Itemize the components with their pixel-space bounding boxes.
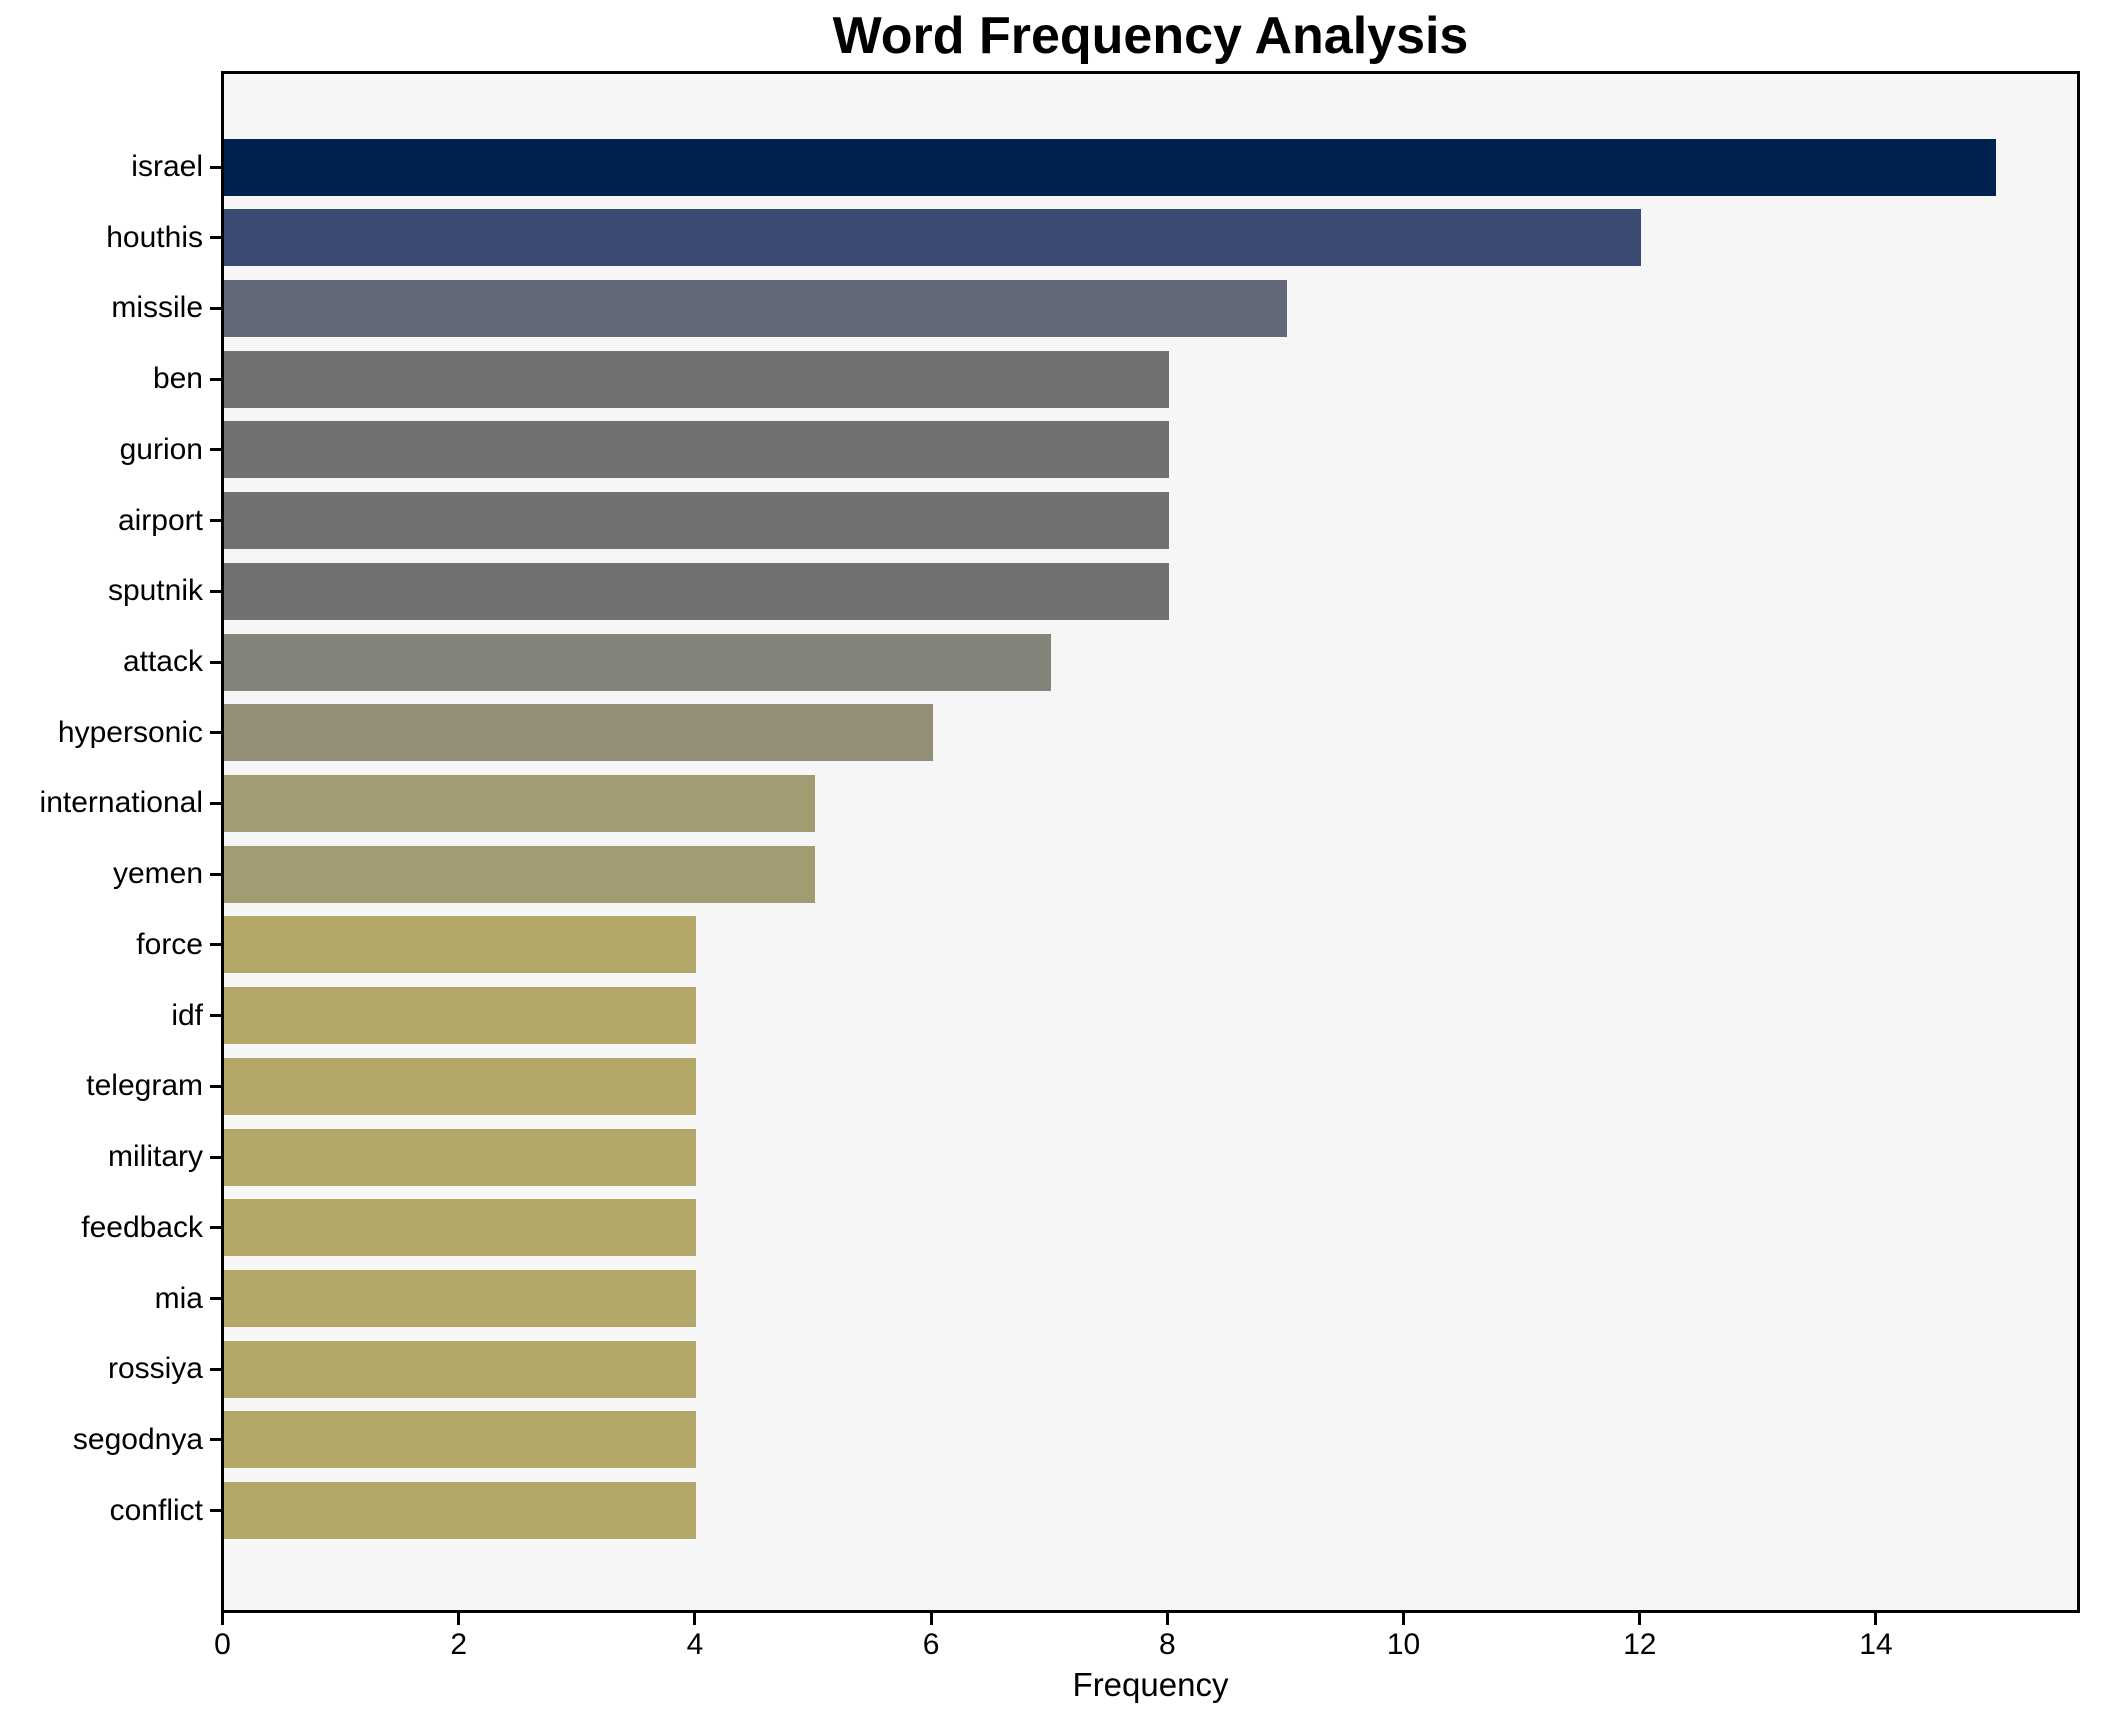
- ytick-label-mia: mia: [154, 1281, 203, 1315]
- ytick-mark: [210, 801, 221, 805]
- ytick-label-idf: idf: [171, 998, 203, 1032]
- ytick-mark: [210, 1014, 221, 1018]
- bar-israel: [224, 138, 1996, 196]
- xtick-label-10: 10: [1386, 1628, 1421, 1661]
- bar-yemen: [224, 845, 815, 903]
- chart-title: Word Frequency Analysis: [832, 7, 1469, 65]
- ytick-mark: [210, 1226, 221, 1230]
- ytick-label-international: international: [39, 786, 203, 820]
- bar-idf: [224, 987, 696, 1045]
- plot-area: [221, 71, 2080, 1613]
- xtick-mark: [457, 1613, 461, 1625]
- bar-international: [224, 774, 815, 832]
- ytick-label-telegram: telegram: [86, 1069, 203, 1103]
- bar-conflict: [224, 1482, 696, 1540]
- ytick-label-sputnik: sputnik: [107, 574, 203, 608]
- ytick-mark: [210, 165, 221, 169]
- ytick-label-israel: israel: [131, 150, 203, 183]
- xtick-label-6: 6: [922, 1628, 940, 1661]
- ytick-label-ben: ben: [152, 362, 203, 396]
- ytick-mark: [210, 1297, 221, 1301]
- bar-force: [224, 916, 696, 974]
- ytick-mark: [210, 519, 221, 523]
- ytick-mark: [210, 377, 221, 381]
- ytick-label-conflict: conflict: [109, 1493, 203, 1527]
- ytick-mark: [210, 1084, 221, 1088]
- ytick-mark: [210, 943, 221, 947]
- ytick-mark: [210, 1155, 221, 1159]
- ytick-label-hypersonic: hypersonic: [57, 715, 203, 749]
- ytick-mark: [210, 872, 221, 876]
- ytick-mark: [210, 1367, 221, 1371]
- ytick-label-yemen: yemen: [112, 857, 203, 891]
- ytick-label-missile: missile: [111, 291, 203, 325]
- ytick-mark: [210, 660, 221, 664]
- bar-airport: [224, 492, 1169, 550]
- ytick-label-airport: airport: [117, 503, 203, 537]
- ytick-label-force: force: [136, 927, 203, 961]
- xtick-label-2: 2: [450, 1628, 468, 1661]
- xtick-label-12: 12: [1623, 1628, 1657, 1661]
- bar-attack: [224, 633, 1051, 691]
- ytick-label-gurion: gurion: [119, 432, 203, 466]
- xtick-mark: [1165, 1613, 1169, 1625]
- x-axis-label: Frequency: [1072, 1666, 1229, 1703]
- bar-rossiya: [224, 1340, 696, 1398]
- bar-sputnik: [224, 562, 1169, 620]
- ytick-mark: [210, 236, 221, 240]
- ytick-label-houthis: houthis: [106, 220, 203, 254]
- ytick-mark: [210, 448, 221, 452]
- xtick-label-8: 8: [1159, 1628, 1176, 1661]
- bar-telegram: [224, 1057, 696, 1115]
- ytick-label-segodnya: segodnya: [72, 1422, 203, 1456]
- xtick-mark: [693, 1613, 697, 1625]
- bar-military: [224, 1128, 696, 1186]
- ytick-mark: [210, 731, 221, 735]
- xtick-mark: [1402, 1613, 1406, 1625]
- ytick-label-attack: attack: [122, 645, 203, 679]
- bar-houthis: [224, 209, 1641, 267]
- bar-feedback: [224, 1199, 696, 1257]
- xtick-mark: [929, 1613, 933, 1625]
- xtick-label-0: 0: [214, 1628, 231, 1661]
- bar-mia: [224, 1270, 696, 1328]
- xtick-label-14: 14: [1859, 1628, 1893, 1661]
- ytick-mark: [210, 1438, 221, 1442]
- ytick-label-rossiya: rossiya: [107, 1352, 203, 1386]
- bar-gurion: [224, 421, 1169, 479]
- xtick-mark: [1874, 1613, 1878, 1625]
- ytick-label-feedback: feedback: [81, 1210, 203, 1244]
- ytick-mark: [210, 306, 221, 310]
- bar-hypersonic: [224, 704, 933, 762]
- bar-missile: [224, 279, 1287, 337]
- ytick-mark: [210, 1509, 221, 1513]
- xtick-mark: [221, 1613, 224, 1625]
- bar-ben: [224, 350, 1169, 408]
- xtick-mark: [1638, 1613, 1642, 1625]
- bar-segodnya: [224, 1411, 696, 1469]
- ytick-label-military: military: [108, 1140, 203, 1174]
- xtick-label-4: 4: [686, 1628, 704, 1661]
- ytick-mark: [210, 589, 221, 593]
